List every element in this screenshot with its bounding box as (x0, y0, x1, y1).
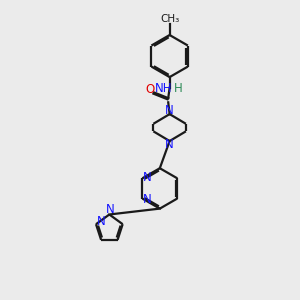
Text: H: H (174, 82, 183, 95)
Text: N: N (96, 215, 105, 228)
Text: N: N (165, 138, 174, 151)
Text: O: O (146, 83, 154, 96)
Text: CH₃: CH₃ (160, 14, 179, 24)
Text: N: N (143, 171, 152, 184)
Text: NH: NH (155, 82, 172, 95)
Text: N: N (106, 203, 115, 216)
Text: N: N (165, 104, 174, 117)
Text: N: N (143, 193, 152, 206)
